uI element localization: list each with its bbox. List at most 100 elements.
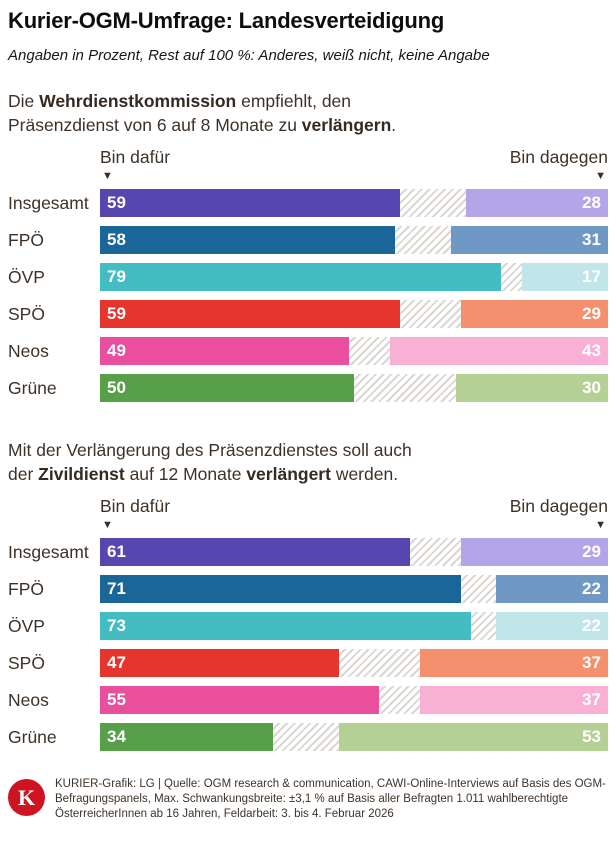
value-dagegen: 30: [582, 378, 601, 397]
axis-label-dagegen: Bin dagegen: [509, 147, 608, 167]
bar-track: 61 29: [100, 538, 608, 566]
bar-track: 71 22: [100, 575, 608, 603]
bar-segment-dagegen: 17: [521, 263, 608, 291]
table-row: SPÖ 47 37: [8, 649, 608, 677]
value-dafuer: 55: [107, 690, 126, 709]
source-text: KURIER-Grafik: LG | Quelle: OGM research…: [55, 778, 606, 820]
bar-segment-rest-hatched: [470, 612, 497, 640]
bar-track: 59 29: [100, 300, 608, 328]
bar-segment-rest-hatched: [272, 723, 339, 751]
row-label: Grüne: [8, 727, 57, 747]
table-row: ÖVP 79 17: [8, 263, 608, 291]
bar-segment-dafuer: 59: [100, 189, 400, 217]
value-dafuer: 50: [107, 378, 126, 397]
row-label: ÖVP: [8, 267, 45, 287]
bar-segment-dagegen: 31: [450, 226, 608, 254]
row-label: Insgesamt: [8, 542, 89, 562]
value-dagegen: 37: [582, 653, 601, 672]
value-dagegen: 17: [582, 267, 601, 286]
bar-segment-rest-hatched: [394, 226, 451, 254]
value-dagegen: 31: [582, 230, 601, 249]
bar-segment-dagegen: 22: [496, 612, 608, 640]
bar-segment-dagegen: 43: [389, 337, 608, 365]
chart-question: Die Wehrdienstkommission empfiehlt, den P…: [8, 89, 608, 137]
value-dagegen: 22: [582, 616, 601, 635]
bar-segment-rest-hatched: [399, 189, 466, 217]
bar-track: 50 30: [100, 374, 608, 402]
row-label: SPÖ: [8, 304, 45, 324]
value-dagegen: 37: [582, 690, 601, 709]
bar-track: 47 37: [100, 649, 608, 677]
bar-track: 59 28: [100, 189, 608, 217]
bar-segment-rest-hatched: [348, 337, 390, 365]
value-dagegen: 22: [582, 579, 601, 598]
bar-segment-dafuer: 59: [100, 300, 400, 328]
bar-rows: Insgesamt 61 29 FPÖ 71 22 ÖVP 73 22 SPÖ 47 37 Neos 55…: [8, 538, 608, 751]
source-footer: K KURIER-Grafik: LG | Quelle: OGM resear…: [8, 777, 608, 822]
table-row: FPÖ 58 31: [8, 226, 608, 254]
table-row: FPÖ 71 22: [8, 575, 608, 603]
bar-segment-dagegen: 29: [460, 538, 608, 566]
bar-track: 34 53: [100, 723, 608, 751]
question-text: Die: [8, 91, 40, 111]
bar-segment-dafuer: 49: [100, 337, 349, 365]
row-label: Neos: [8, 690, 49, 710]
question-emphasis: verlängern: [301, 115, 392, 135]
axis-side-dagegen: Bin dagegen ▼: [510, 496, 608, 531]
value-dafuer: 71: [107, 579, 126, 598]
value-dagegen: 53: [582, 727, 601, 746]
bar-track: 55 37: [100, 686, 608, 714]
row-label: Grüne: [8, 378, 57, 398]
value-dafuer: 58: [107, 230, 126, 249]
bar-segment-dagegen: 28: [465, 189, 608, 217]
arrow-down-icon: ▼: [595, 170, 606, 182]
table-row: ÖVP 73 22: [8, 612, 608, 640]
infographic-page: Kurier-OGM-Umfrage: Landesverteidigung A…: [8, 8, 608, 822]
axis-label-dagegen: Bin dagegen: [509, 496, 608, 516]
axis-label-dafuer: Bin dafür: [100, 147, 171, 167]
question-emphasis: Zivildienst: [38, 464, 125, 484]
row-label: ÖVP: [8, 616, 45, 636]
row-label: Insgesamt: [8, 193, 89, 213]
table-row: Grüne 34 53: [8, 723, 608, 751]
bar-segment-rest-hatched: [379, 686, 421, 714]
bar-segment-dagegen: 30: [455, 374, 608, 402]
question-text: .: [391, 115, 397, 135]
row-label: Neos: [8, 341, 49, 361]
chart-section-praesenzdienst: Die Wehrdienstkommission empfiehlt, den P…: [8, 89, 608, 402]
bar-track: 58 31: [100, 226, 608, 254]
value-dafuer: 47: [107, 653, 126, 672]
row-label: FPÖ: [8, 230, 44, 250]
value-dagegen: 29: [582, 304, 601, 323]
bar-segment-dafuer: 47: [100, 649, 339, 677]
chart-subtitle: Angaben in Prozent, Rest auf 100 %: Ande…: [8, 47, 490, 64]
bar-segment-dagegen: 29: [460, 300, 608, 328]
bar-segment-dafuer: 61: [100, 538, 410, 566]
value-dagegen: 29: [582, 542, 601, 561]
question-text: empfiehlt, den: [236, 91, 352, 111]
value-dafuer: 61: [107, 542, 126, 561]
question-text: Präsenzdienst von 6 auf 8 Monate zu: [8, 115, 302, 135]
value-dafuer: 73: [107, 616, 126, 635]
row-label: FPÖ: [8, 579, 44, 599]
arrow-down-icon: ▼: [102, 170, 113, 182]
row-label: SPÖ: [8, 653, 45, 673]
bar-track: 73 22: [100, 612, 608, 640]
value-dafuer: 49: [107, 341, 126, 360]
bar-segment-rest-hatched: [354, 374, 456, 402]
axis-header: Bin dafür ▼ Bin dagegen ▼: [100, 496, 608, 531]
bar-segment-dagegen: 37: [420, 649, 608, 677]
axis-side-dafuer: Bin dafür ▼: [100, 147, 170, 182]
axis-side-dagegen: Bin dagegen ▼: [510, 147, 608, 182]
bar-segment-dafuer: 34: [100, 723, 273, 751]
axis-label-dafuer: Bin dafür: [100, 496, 171, 516]
page-title: Kurier-OGM-Umfrage: Landesverteidigung: [8, 8, 445, 33]
bar-segment-rest-hatched: [501, 263, 522, 291]
value-dafuer: 34: [107, 727, 126, 746]
value-dagegen: 43: [582, 341, 601, 360]
bar-segment-dafuer: 58: [100, 226, 395, 254]
value-dafuer: 59: [107, 193, 126, 212]
table-row: Neos 49 43: [8, 337, 608, 365]
axis-header: Bin dafür ▼ Bin dagegen ▼: [100, 147, 608, 182]
table-row: Insgesamt 59 28: [8, 189, 608, 217]
